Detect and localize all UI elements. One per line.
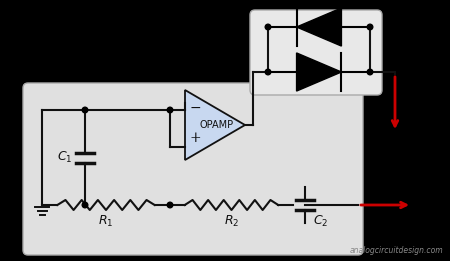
- Circle shape: [265, 69, 271, 75]
- Polygon shape: [297, 8, 342, 46]
- FancyBboxPatch shape: [250, 10, 382, 95]
- Circle shape: [167, 202, 173, 208]
- Text: analogcircuitdesign.com: analogcircuitdesign.com: [349, 246, 443, 255]
- Polygon shape: [297, 53, 342, 91]
- Circle shape: [167, 107, 173, 113]
- Text: $C_2$: $C_2$: [313, 213, 328, 229]
- Circle shape: [82, 107, 88, 113]
- Text: +: +: [189, 131, 201, 145]
- Circle shape: [265, 24, 271, 30]
- Polygon shape: [185, 90, 245, 160]
- Text: $R_1$: $R_1$: [98, 213, 114, 229]
- Circle shape: [367, 24, 373, 30]
- Text: −: −: [189, 101, 201, 115]
- Circle shape: [82, 202, 88, 208]
- FancyBboxPatch shape: [23, 83, 363, 255]
- Circle shape: [367, 69, 373, 75]
- Text: $R_2$: $R_2$: [224, 213, 239, 229]
- Text: OPAMP: OPAMP: [200, 120, 234, 130]
- Text: $C_1$: $C_1$: [57, 150, 73, 165]
